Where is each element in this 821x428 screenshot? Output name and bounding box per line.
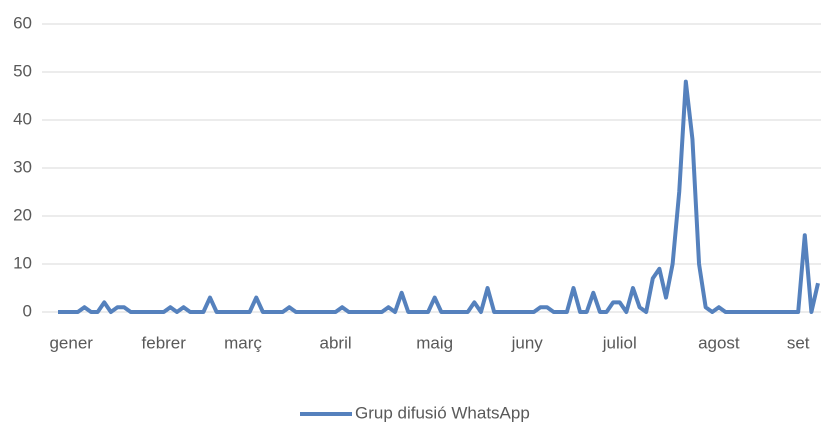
y-tick-label: 50 bbox=[13, 61, 32, 80]
y-tick-label: 0 bbox=[23, 301, 32, 320]
x-tick-label: maig bbox=[416, 333, 453, 352]
x-tick-label: juliol bbox=[602, 333, 637, 352]
x-tick-label: gener bbox=[49, 333, 93, 352]
legend-label: Grup difusió WhatsApp bbox=[355, 403, 530, 422]
x-tick-label: juny bbox=[511, 333, 544, 352]
x-tick-label: febrer bbox=[142, 333, 187, 352]
x-tick-label: set bbox=[787, 333, 810, 352]
data-line bbox=[58, 79, 820, 314]
y-tick-label: 60 bbox=[13, 13, 32, 32]
x-tick-label: març bbox=[224, 333, 262, 352]
x-tick-label: agost bbox=[698, 333, 740, 352]
y-tick-label: 40 bbox=[13, 109, 32, 128]
x-tick-label: abril bbox=[320, 333, 352, 352]
y-tick-label: 20 bbox=[13, 205, 32, 224]
y-tick-label: 10 bbox=[13, 253, 32, 272]
y-tick-label: 30 bbox=[13, 157, 32, 176]
